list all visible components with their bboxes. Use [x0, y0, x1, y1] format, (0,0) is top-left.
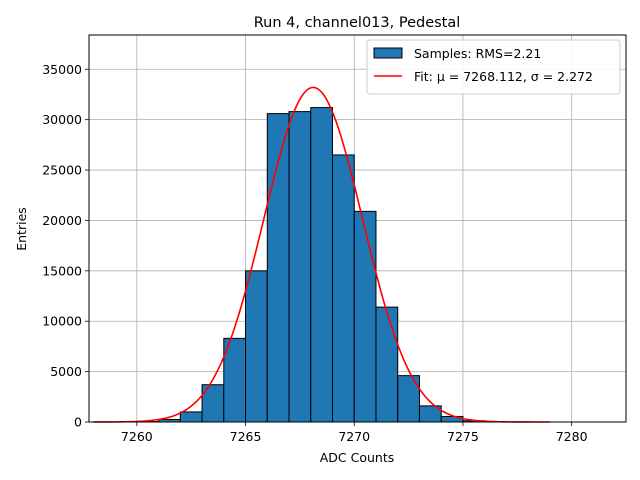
fit-curve [93, 86, 550, 423]
legend-label-fit: Fit: μ = 7268.112, σ = 2.272 [414, 69, 593, 84]
x-axis-ticks: 7260 7265 7270 7275 7280 [121, 422, 588, 444]
histogram-bar [353, 210, 377, 423]
x-tick-label: 7270 [338, 429, 370, 444]
x-tick-label: 7260 [121, 429, 153, 444]
legend-box [366, 39, 621, 95]
y-axis-ticks: 0 5000 10000 15000 20000 25000 30000 35000 [42, 62, 89, 430]
y-axis-label: Entries [14, 207, 29, 251]
y-tick-label: 0 [74, 415, 82, 430]
x-tick-label: 7275 [447, 429, 479, 444]
y-tick-label: 30000 [42, 112, 82, 127]
x-tick-label: 7265 [230, 429, 262, 444]
histogram-bar [288, 111, 312, 423]
y-tick-label: 15000 [42, 263, 82, 278]
histogram-bar [375, 306, 399, 423]
x-tick-label: 7280 [556, 429, 588, 444]
legend: Samples: RMS=2.21 Fit: μ = 7268.112, σ =… [366, 39, 621, 95]
y-tick-label: 10000 [42, 314, 82, 329]
legend-patch-samples [373, 47, 403, 59]
histogram-bar [310, 107, 333, 423]
x-axis-label: ADC Counts [320, 450, 395, 465]
chart-title: Run 4, channel013, Pedestal [254, 15, 461, 31]
y-tick-label: 25000 [42, 163, 82, 178]
y-tick-label: 20000 [42, 213, 82, 228]
legend-label-samples: Samples: RMS=2.21 [414, 46, 541, 61]
y-tick-label: 5000 [50, 364, 82, 379]
plot-frame [88, 34, 627, 423]
y-tick-label: 35000 [42, 62, 82, 77]
histogram-bar [331, 154, 355, 423]
histogram-bar [245, 270, 268, 423]
histogram-bar [179, 411, 203, 423]
